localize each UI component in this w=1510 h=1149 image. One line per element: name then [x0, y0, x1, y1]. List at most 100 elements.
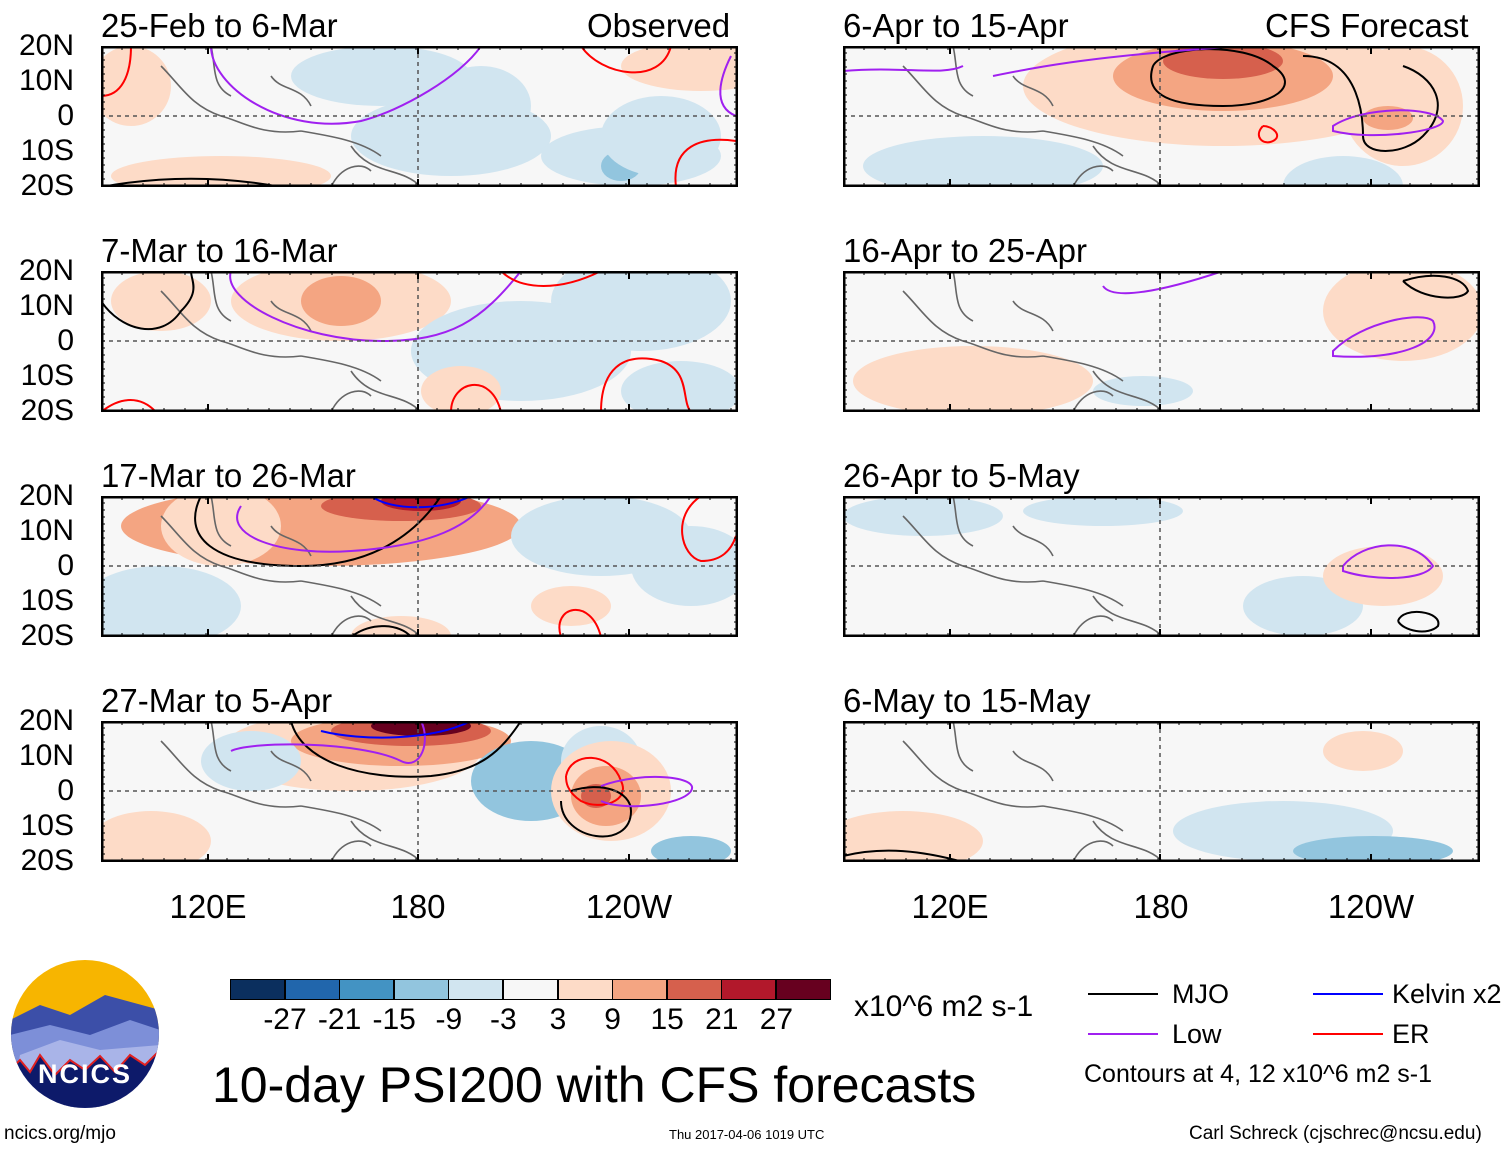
map-panel: [101, 721, 738, 862]
panel-frame: [843, 496, 1480, 637]
legend-kelvin-label: Kelvin x2: [1392, 979, 1502, 1009]
contour-line: [101, 399, 157, 412]
map-panel: [843, 271, 1480, 412]
anomaly-shading: [863, 136, 1103, 187]
panel-frame: [101, 721, 738, 862]
footer-timestamp: Thu 2017-04-06 1019 UTC: [669, 1127, 825, 1142]
anomaly-shading: [843, 811, 983, 862]
map-panel: [101, 271, 738, 412]
lat-label: 20N: [18, 254, 74, 287]
contour-line: [229, 271, 522, 343]
lat-label: 10N: [18, 514, 74, 547]
contour-line: [558, 608, 602, 637]
colorbar-tick-label: -3: [490, 1003, 517, 1036]
colorbar-tick-label: 27: [759, 1003, 794, 1036]
contour-line: [681, 496, 737, 563]
anomaly-shading: [301, 276, 381, 326]
anomaly-shading: [1093, 376, 1193, 406]
contour-line: [101, 271, 195, 330]
lon-label-180-right: 180: [1133, 888, 1189, 925]
contour-line: [350, 625, 412, 637]
lon-label-180-left: 180: [390, 888, 446, 925]
contour-line: [236, 496, 492, 553]
contour-line: [1102, 271, 1224, 295]
colorbar-swatch: [666, 979, 722, 1000]
footer-url[interactable]: ncics.org/mjo: [4, 1123, 116, 1144]
panel-title: 6-May to 15-May: [843, 682, 1091, 719]
contour-line: [1342, 544, 1435, 579]
legend-er-label: ER: [1392, 1019, 1430, 1049]
lon-label-120w-right: 120W: [1327, 888, 1415, 925]
footer-credit: Carl Schreck (cjschrec@ncsu.edu): [1189, 1123, 1482, 1144]
lat-label: 20S: [20, 619, 74, 652]
map-panel: [843, 721, 1480, 862]
colorbar-swatch: [612, 979, 668, 1000]
contour-line: [230, 721, 426, 764]
ncics-logo: NCICS: [11, 960, 159, 1108]
panel-title: 17-Mar to 26-Mar: [101, 457, 356, 494]
lat-label: 10S: [20, 359, 74, 392]
legend-kelvin-line: [1313, 993, 1383, 995]
lat-label: 0: [57, 324, 74, 357]
panel-title: 27-Mar to 5-Apr: [101, 682, 333, 719]
contour-line: [1302, 55, 1439, 152]
contour-line: [1402, 274, 1470, 299]
colorbar-tick-label: 21: [705, 1003, 739, 1036]
anomaly-shading: [631, 526, 738, 606]
figure-title: 10-day PSI200 with CFS forecasts: [212, 1057, 977, 1113]
map-panel: [101, 496, 738, 637]
contour-line: [1397, 610, 1440, 633]
anomaly-shading: [1323, 731, 1403, 771]
legend-low-line: [1088, 1033, 1158, 1035]
panel-frame: [101, 46, 738, 187]
contour-line: [450, 383, 502, 412]
colorbar-swatch: [503, 979, 558, 1000]
panel-title: 7-Mar to 16-Mar: [101, 232, 338, 269]
panel-frame: [101, 271, 738, 412]
lat-label: 20N: [18, 29, 74, 62]
anomaly-shading: [531, 586, 611, 626]
colorbar-tick-label: -15: [372, 1003, 416, 1036]
anomaly-shading: [351, 96, 551, 176]
lat-label: 20S: [20, 169, 74, 202]
colorbar-units: x10^6 m2 s-1: [854, 990, 1034, 1023]
legend-mjo-label: MJO: [1172, 979, 1229, 1009]
colorbar-tick-label: -9: [435, 1003, 463, 1036]
anomaly-shading: [1323, 271, 1480, 361]
anomaly-shading: [101, 811, 211, 862]
panel-title: 6-Apr to 15-Apr: [843, 7, 1069, 44]
panel-frame: [843, 271, 1480, 412]
colorbar-swatch: [230, 979, 285, 1000]
colorbar-swatch: [284, 979, 340, 1000]
lat-label: 10N: [18, 739, 74, 772]
panel-frame: [843, 721, 1480, 862]
panel-title: 16-Apr to 25-Apr: [843, 232, 1087, 269]
lat-label: 10S: [20, 809, 74, 842]
forecast-label: CFS Forecast: [1265, 7, 1469, 44]
colorbar-tick-label: 9: [604, 1003, 621, 1036]
contour-line: [320, 721, 472, 739]
lat-label: 20S: [20, 394, 74, 427]
anomaly-shading: [1293, 836, 1453, 862]
contour-line: [1332, 109, 1445, 137]
lat-label: 10S: [20, 134, 74, 167]
anomaly-shading: [651, 836, 731, 862]
anomaly-shading: [843, 496, 1003, 536]
contours-note: Contours at 4, 12 x10^6 m2 s-1: [1084, 1060, 1433, 1088]
panel-title: 26-Apr to 5-May: [843, 457, 1080, 494]
contour-line: [1257, 125, 1279, 144]
lat-label: 20N: [18, 479, 74, 512]
anomaly-shading: [621, 46, 738, 91]
anomaly-shading: [351, 616, 451, 637]
colorbar-swatch: [339, 979, 395, 1000]
panel-frame: [843, 46, 1480, 187]
map-panel: [843, 46, 1480, 187]
contour-line: [290, 721, 522, 778]
lat-label: 0: [57, 549, 74, 582]
contour-line: [101, 46, 132, 97]
colorbar-tick-label: -27: [263, 1003, 307, 1036]
contour-line: [580, 46, 672, 74]
anomaly-shading: [101, 566, 241, 637]
anomaly-shading: [1323, 546, 1443, 606]
colorbar-tick-label: -21: [317, 1003, 362, 1036]
